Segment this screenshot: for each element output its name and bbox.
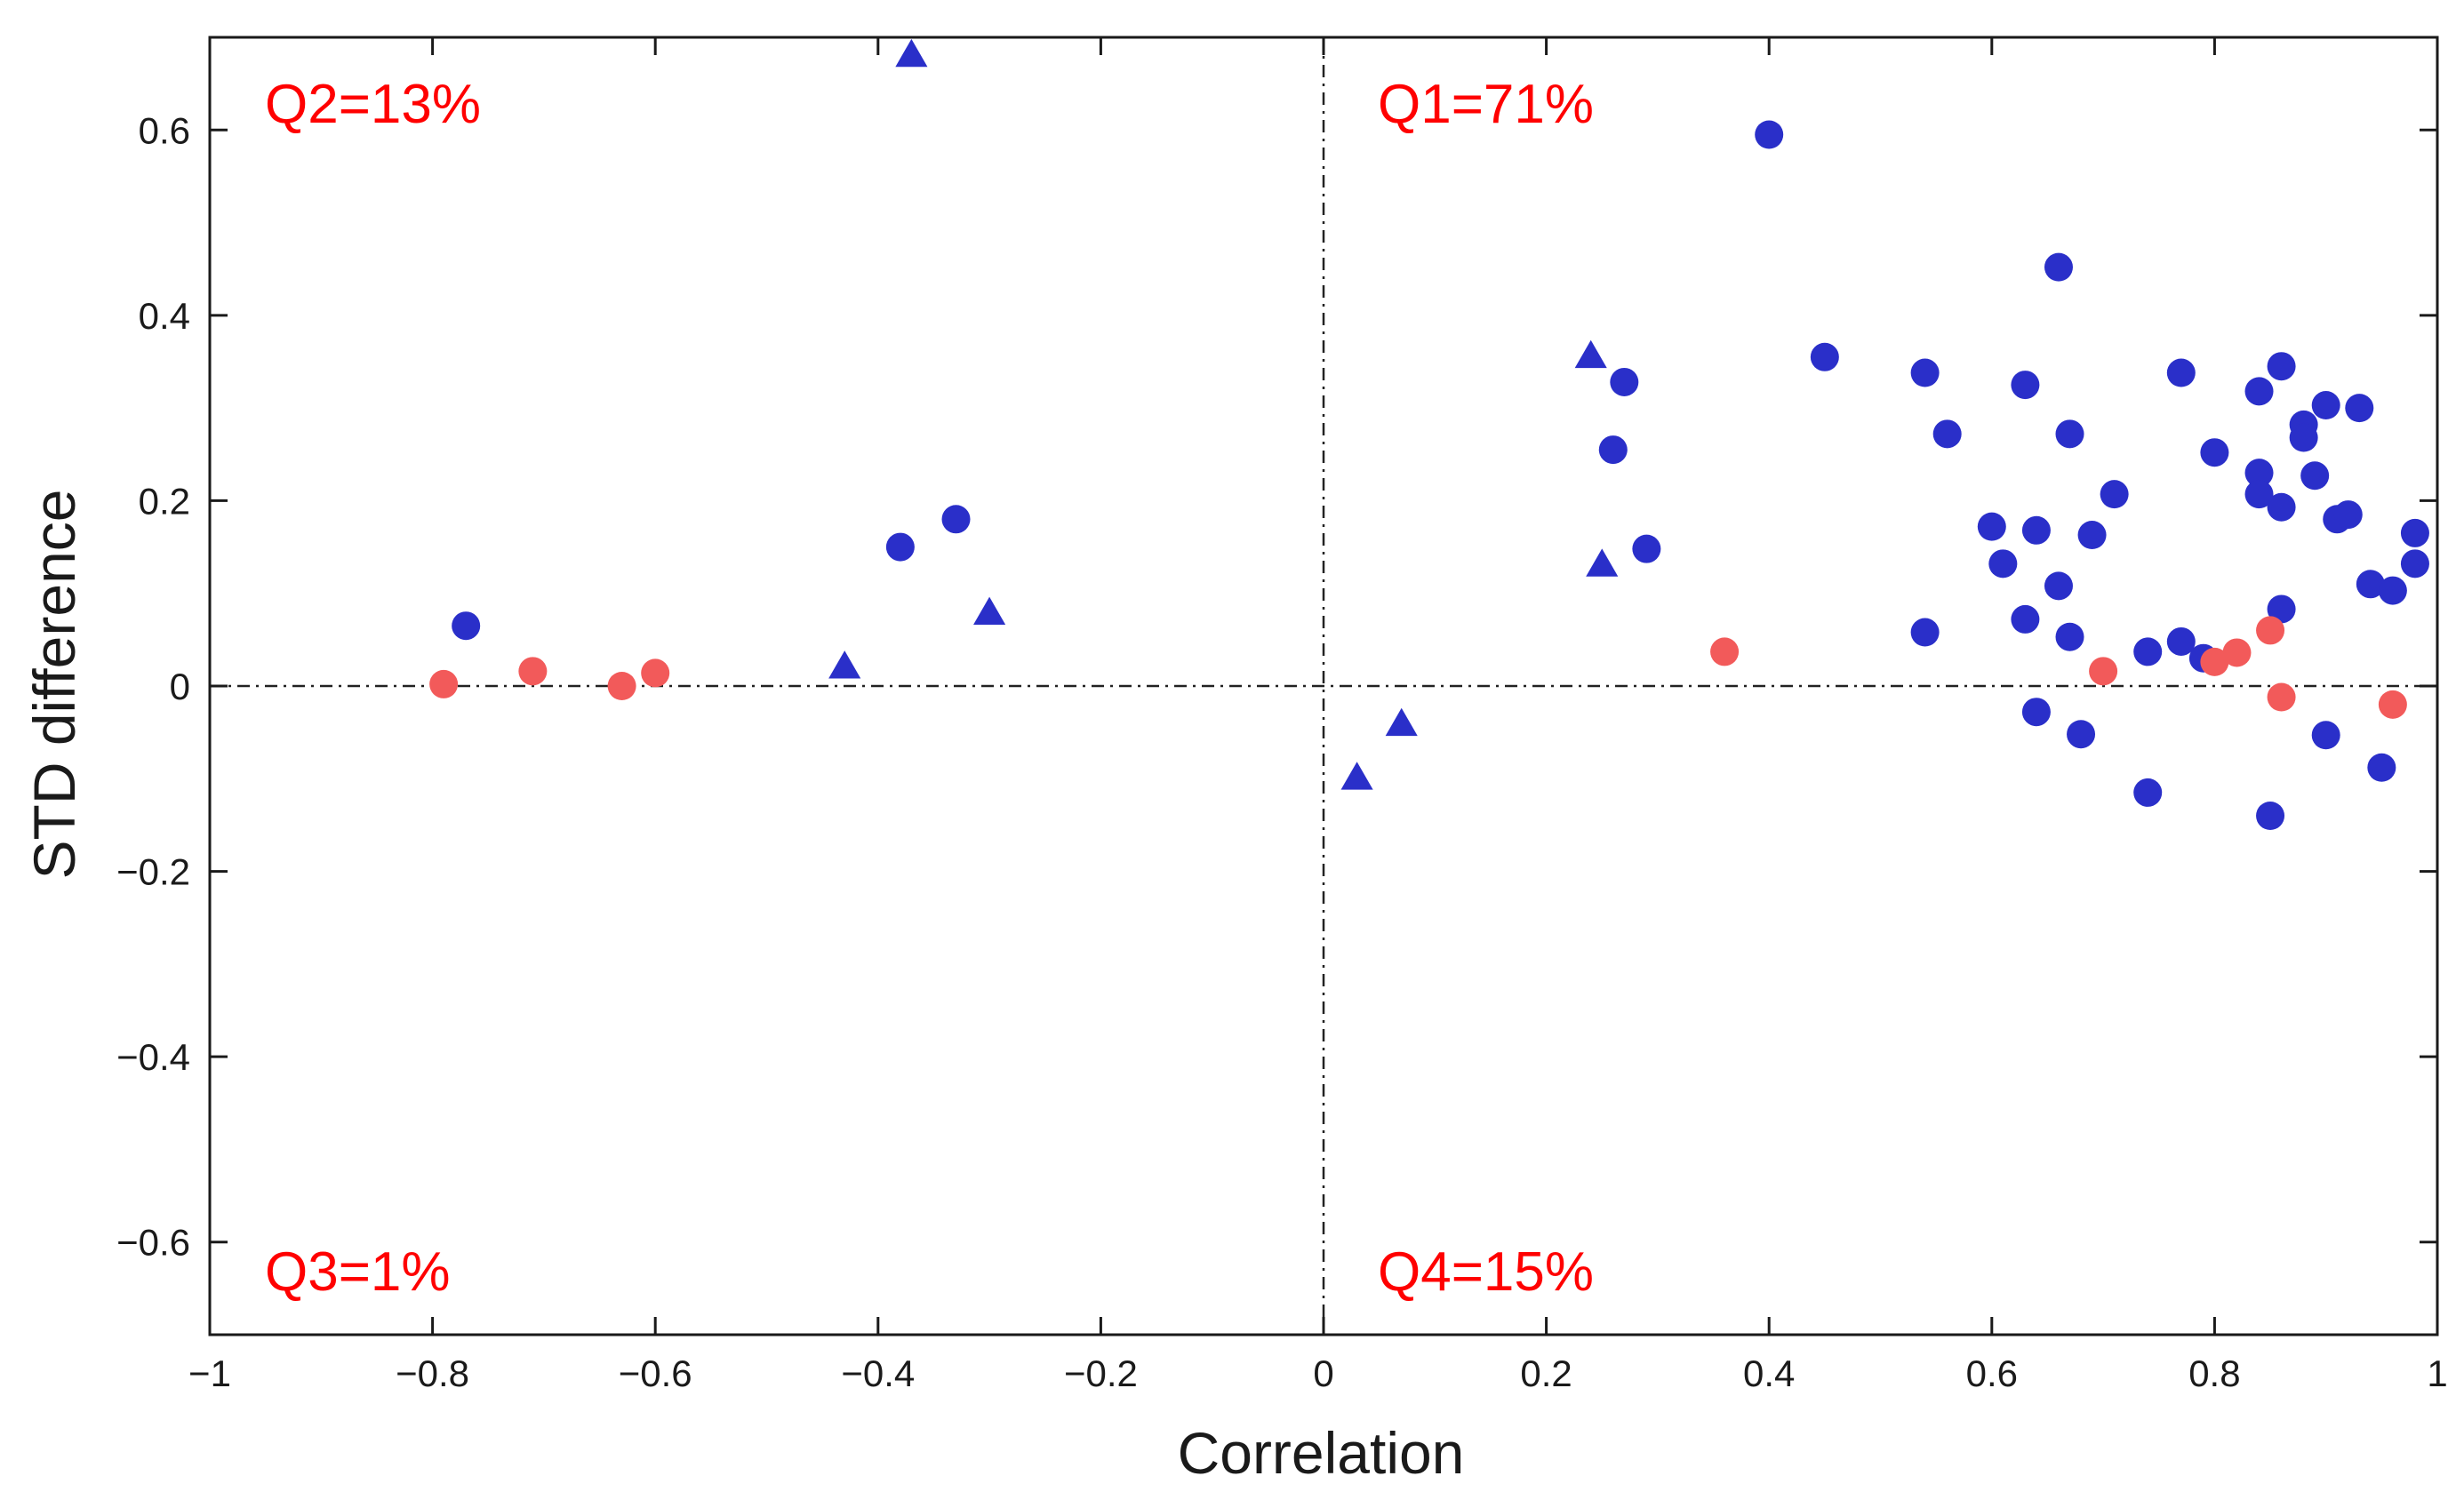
data-point-blue — [2077, 521, 2107, 550]
data-point-blue — [2044, 252, 2073, 282]
data-point-blue — [2256, 802, 2285, 830]
data-point-blue — [2244, 377, 2274, 406]
quadrant-label-q4: Q4=15% — [1378, 1241, 1594, 1303]
data-points — [429, 38, 2429, 830]
data-point-blue — [2311, 391, 2340, 420]
data-point-blue — [2400, 549, 2429, 578]
data-point-blue — [2289, 423, 2318, 452]
axis-ticks: −1 −0.8 −0.6 −0.4 −0.2 0 0.2 0.4 0.6 0.8 1 −0.6 −0.4… — [116, 37, 2448, 1394]
data-point-blue — [2011, 604, 2040, 634]
data-point-blue — [2011, 371, 2040, 400]
data-point-blue — [2200, 438, 2229, 467]
data-point-blue — [2378, 576, 2407, 605]
x-tick-label: 0 — [1313, 1352, 1333, 1394]
data-point-red — [1710, 637, 1740, 666]
data-point-blue — [2345, 394, 2374, 423]
quadrant-label-q3: Q3=1% — [265, 1241, 451, 1303]
x-tick-label: −0.8 — [396, 1352, 469, 1394]
data-point-red — [2222, 638, 2252, 667]
data-point-blue — [2100, 480, 2129, 509]
data-point-blue — [941, 505, 971, 534]
data-point-triangle — [973, 596, 1006, 626]
data-point-red — [2200, 647, 2229, 676]
data-point-blue — [1977, 512, 2006, 541]
data-point-blue — [2021, 698, 2051, 727]
data-point-blue — [885, 532, 915, 562]
data-point-blue — [2267, 594, 2296, 624]
data-point-red — [2378, 690, 2407, 719]
data-point-triangle — [1385, 707, 1418, 737]
data-point-blue — [1632, 534, 1661, 563]
data-point-triangle — [828, 650, 861, 679]
data-point-blue — [1932, 419, 1962, 449]
y-tick-label: −0.2 — [116, 851, 190, 893]
quadrant-label-q2: Q2=13% — [265, 74, 481, 135]
data-point-triangle — [1586, 548, 1619, 577]
data-point-blue — [2133, 778, 2163, 807]
data-point-red — [641, 658, 670, 688]
data-point-blue — [2400, 518, 2429, 547]
data-point-blue — [452, 611, 481, 641]
data-point-blue — [1910, 618, 1940, 647]
data-point-blue — [2300, 461, 2330, 491]
data-point-blue — [2055, 622, 2084, 651]
data-point-blue — [2367, 753, 2396, 782]
data-point-blue — [2244, 480, 2274, 509]
data-point-blue — [2356, 570, 2385, 599]
x-tick-label: −0.4 — [841, 1352, 915, 1394]
data-point-red — [607, 672, 636, 700]
y-tick-label: 0.6 — [139, 109, 190, 151]
data-point-blue — [2267, 492, 2296, 522]
data-point-blue — [2267, 352, 2296, 381]
data-point-blue — [1610, 367, 1639, 396]
quadrant-label-q1: Q1=71% — [1378, 74, 1594, 135]
data-point-blue — [1810, 342, 1839, 371]
x-tick-label: 0.8 — [2188, 1352, 2240, 1394]
data-point-blue — [2133, 637, 2163, 666]
y-tick-label: 0.4 — [139, 295, 190, 337]
data-point-blue — [2166, 358, 2196, 387]
x-tick-label: 0.4 — [1743, 1352, 1795, 1394]
y-tick-label: 0 — [170, 666, 190, 707]
x-tick-label: 1 — [2427, 1352, 2447, 1394]
data-point-blue — [2166, 626, 2196, 656]
data-point-blue — [2333, 500, 2363, 530]
data-point-triangle — [1340, 762, 1373, 790]
x-tick-label: −0.6 — [619, 1352, 692, 1394]
data-point-triangle — [1574, 339, 1607, 369]
data-point-blue — [2067, 720, 2096, 749]
data-point-blue — [1988, 549, 2018, 578]
data-point-red — [2256, 616, 2285, 645]
data-point-blue — [1598, 435, 1628, 465]
y-axis-title: STD difference — [21, 490, 87, 880]
data-point-red — [429, 669, 459, 698]
data-point-blue — [1755, 120, 1784, 149]
y-tick-label: 0.2 — [139, 480, 190, 522]
data-point-blue — [2021, 515, 2051, 545]
reference-lines — [210, 37, 2437, 1335]
data-point-triangle — [895, 38, 928, 68]
data-point-red — [518, 657, 548, 686]
data-point-red — [2089, 657, 2118, 686]
data-point-blue — [2244, 459, 2274, 488]
x-axis-title: Correlation — [1178, 1420, 1465, 1486]
data-point-blue — [2055, 419, 2084, 449]
y-tick-label: −0.4 — [116, 1036, 190, 1078]
x-tick-label: −0.2 — [1064, 1352, 1138, 1394]
data-point-blue — [2311, 721, 2340, 750]
data-point-blue — [2044, 571, 2073, 601]
data-point-blue — [1910, 358, 1940, 387]
data-point-red — [2267, 682, 2296, 712]
x-tick-label: 0.6 — [1966, 1352, 2018, 1394]
x-tick-label: 0.2 — [1520, 1352, 1572, 1394]
x-tick-label: −1 — [188, 1352, 231, 1394]
y-tick-label: −0.6 — [116, 1222, 190, 1264]
